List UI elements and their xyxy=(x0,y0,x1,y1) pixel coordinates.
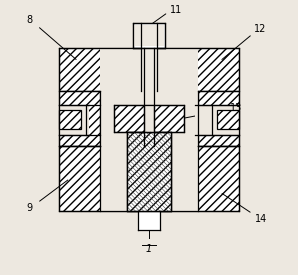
Text: 1: 1 xyxy=(146,244,152,254)
Bar xyxy=(138,132,160,230)
Text: 11: 11 xyxy=(170,5,182,15)
Bar xyxy=(134,24,164,46)
Bar xyxy=(59,91,100,146)
Bar xyxy=(59,146,239,211)
Text: 8: 8 xyxy=(26,15,32,26)
Text: 13: 13 xyxy=(230,103,242,112)
Text: 9: 9 xyxy=(26,203,32,213)
Bar xyxy=(144,91,154,146)
Bar xyxy=(133,23,165,48)
Bar xyxy=(127,132,171,211)
Bar xyxy=(144,105,154,132)
Bar xyxy=(100,146,198,211)
Text: 12: 12 xyxy=(254,24,267,34)
Bar xyxy=(198,91,239,146)
Bar xyxy=(100,91,198,146)
Bar xyxy=(59,105,89,135)
Bar xyxy=(217,110,239,129)
Bar xyxy=(195,105,239,135)
Bar xyxy=(141,48,157,91)
Bar xyxy=(127,132,171,211)
Bar xyxy=(59,110,81,129)
Text: 14: 14 xyxy=(254,214,267,224)
Bar xyxy=(59,48,239,91)
Bar xyxy=(100,48,198,91)
Bar xyxy=(114,105,184,132)
